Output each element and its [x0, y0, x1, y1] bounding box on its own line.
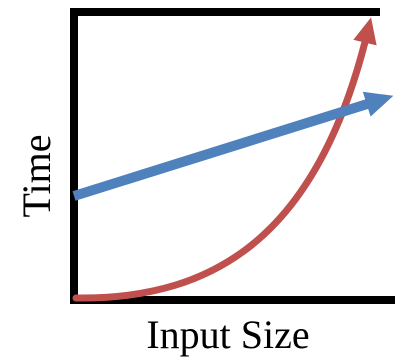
y-axis-label: Time	[14, 134, 59, 217]
plot-frame	[70, 8, 395, 304]
exponential-curve	[72, 17, 377, 302]
x-axis-label: Input Size	[146, 312, 309, 357]
linear-arrow	[72, 91, 394, 201]
